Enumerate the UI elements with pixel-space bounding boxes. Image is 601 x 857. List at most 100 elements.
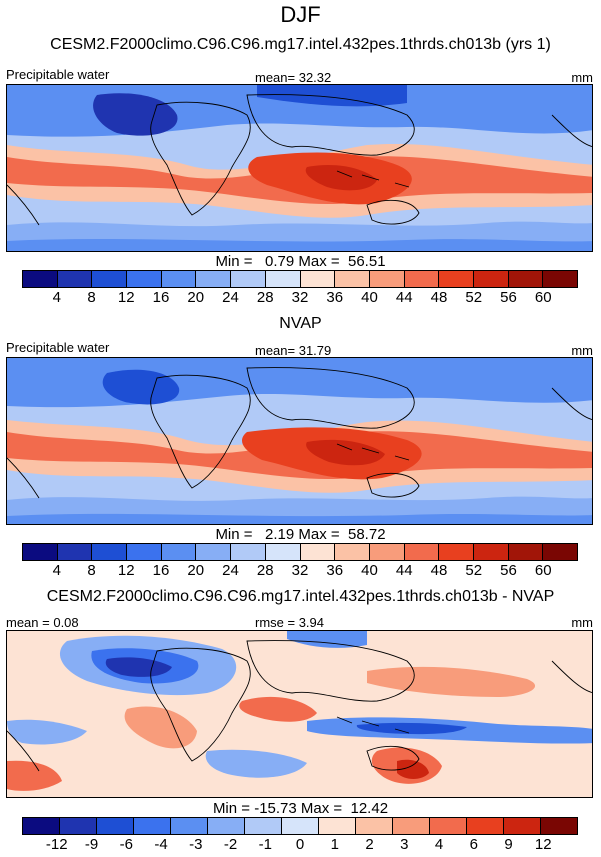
colorbar-swatch <box>404 271 440 287</box>
diff-mean-label: mean = 0.08 <box>6 615 79 630</box>
colorbar-swatch <box>300 544 336 560</box>
diff-map <box>6 630 593 798</box>
colorbar-tick-label: 6 <box>469 836 478 853</box>
colorbar-swatch <box>319 818 356 834</box>
colorbar-tick-label: 48 <box>430 289 448 306</box>
colorbar-tick-label: 4 <box>434 836 444 853</box>
colorbar-swatch <box>439 271 474 287</box>
model-minmax: Min = 0.79 Max = 56.51 <box>215 253 386 270</box>
colorbar-tick-label: -6 <box>119 836 133 853</box>
colorbar-swatch <box>23 271 58 287</box>
colorbar-swatch <box>196 544 232 560</box>
colorbar-tick-label: 28 <box>256 562 274 579</box>
obs-panel-title: NVAP <box>279 315 322 332</box>
model-units-label: mm <box>571 70 593 85</box>
colorbar-tick-label: 52 <box>465 562 483 579</box>
colorbar-swatch <box>127 544 162 560</box>
colorbar-swatch <box>92 271 128 287</box>
model-colorbar <box>22 270 578 288</box>
colorbar-tick-label: 1 <box>330 836 339 853</box>
diff-panel-title: CESM2.F2000climo.C96.C96.mg17.intel.432p… <box>46 588 555 605</box>
colorbar-swatch <box>231 271 266 287</box>
colorbar-tick-label: 40 <box>361 289 378 306</box>
colorbar-tick-label: 60 <box>534 289 552 306</box>
colorbar-swatch <box>369 544 405 560</box>
obs-map <box>6 357 593 525</box>
colorbar-swatch <box>265 271 301 287</box>
colorbar-tick-label: 36 <box>326 289 344 306</box>
colorbar-swatch <box>171 818 208 834</box>
colorbar-tick-label: 12 <box>534 836 552 853</box>
colorbar-tick-label: 0 <box>295 836 305 853</box>
colorbar-swatch <box>245 818 282 834</box>
colorbar-swatch <box>404 544 440 560</box>
colorbar-swatch <box>393 818 430 834</box>
colorbar-tick-label: 20 <box>187 289 205 306</box>
colorbar-swatch <box>430 818 467 834</box>
colorbar-swatch <box>335 544 370 560</box>
colorbar-tick-label: 48 <box>430 562 448 579</box>
colorbar-tick-label: 28 <box>256 289 274 306</box>
diff-minmax: Min = -15.73 Max = 12.42 <box>212 800 389 817</box>
colorbar-swatch <box>134 818 171 834</box>
colorbar-tick-label: 12 <box>117 289 135 306</box>
colorbar-swatch <box>467 818 504 834</box>
colorbar-swatch <box>161 271 197 287</box>
colorbar-swatch <box>161 544 197 560</box>
colorbar-swatch <box>23 818 60 834</box>
model-variable-label: Precipitable water <box>6 67 110 82</box>
colorbar-tick-label: 8 <box>87 289 96 306</box>
colorbar-tick-label: 60 <box>534 562 552 579</box>
colorbar-swatch <box>127 271 162 287</box>
obs-units-label: mm <box>571 343 593 358</box>
colorbar-swatch <box>541 818 577 834</box>
colorbar-swatch <box>196 271 232 287</box>
colorbar-swatch <box>543 271 577 287</box>
colorbar-tick-label: 3 <box>400 836 409 853</box>
colorbar-tick-label: 44 <box>395 562 413 579</box>
colorbar-swatch <box>473 544 509 560</box>
diff-colorbar <box>22 817 578 835</box>
page-title: DJF <box>280 2 321 27</box>
colorbar-tick-label: 44 <box>395 289 413 306</box>
colorbar-tick-label: -1 <box>258 836 272 853</box>
colorbar-tick-label: 24 <box>222 289 239 306</box>
diff-colorbar-ticks: -12 -9 -6 -4 -3 -2 -1 0 1 2 3 4 6 9 12 <box>22 836 578 854</box>
colorbar-swatch <box>282 818 319 834</box>
colorbar-tick-label: 36 <box>326 562 344 579</box>
colorbar-swatch <box>57 544 93 560</box>
colorbar-swatch <box>265 544 301 560</box>
colorbar-tick-label: -2 <box>223 836 238 853</box>
model-map <box>6 84 593 252</box>
colorbar-tick-label: -12 <box>45 836 68 853</box>
diff-units-label: mm <box>571 615 593 630</box>
colorbar-tick-label: 4 <box>52 562 61 579</box>
colorbar-swatch <box>508 271 544 287</box>
colorbar-tick-label: 12 <box>117 562 135 579</box>
colorbar-tick-label: 16 <box>152 562 170 579</box>
colorbar-tick-label: 16 <box>152 289 170 306</box>
colorbar-tick-label: 2 <box>365 836 374 853</box>
colorbar-tick-label: -4 <box>154 836 168 853</box>
colorbar-tick-label: 8 <box>87 562 96 579</box>
obs-variable-label: Precipitable water <box>6 340 110 355</box>
model-mean-label: mean= 32.32 <box>255 70 332 85</box>
colorbar-swatch <box>508 544 544 560</box>
colorbar-swatch <box>369 271 405 287</box>
obs-colorbar <box>22 543 578 561</box>
model-colorbar-ticks: 4 8 12 16 20 24 28 32 36 40 44 48 52 56 60 <box>22 289 578 307</box>
colorbar-swatch <box>97 818 134 834</box>
colorbar-swatch <box>23 544 58 560</box>
colorbar-swatch <box>504 818 541 834</box>
colorbar-tick-label: 56 <box>500 289 517 306</box>
colorbar-tick-label: 32 <box>291 289 309 306</box>
colorbar-swatch <box>92 544 128 560</box>
colorbar-tick-label: -9 <box>84 836 99 853</box>
colorbar-tick-label: 9 <box>504 836 513 853</box>
colorbar-swatch <box>60 818 97 834</box>
diff-rmse-label: rmse = 3.94 <box>255 615 325 630</box>
colorbar-swatch <box>439 544 474 560</box>
colorbar-swatch <box>473 271 509 287</box>
model-panel-title: CESM2.F2000climo.C96.C96.mg17.intel.432p… <box>50 36 551 53</box>
colorbar-swatch <box>57 271 93 287</box>
